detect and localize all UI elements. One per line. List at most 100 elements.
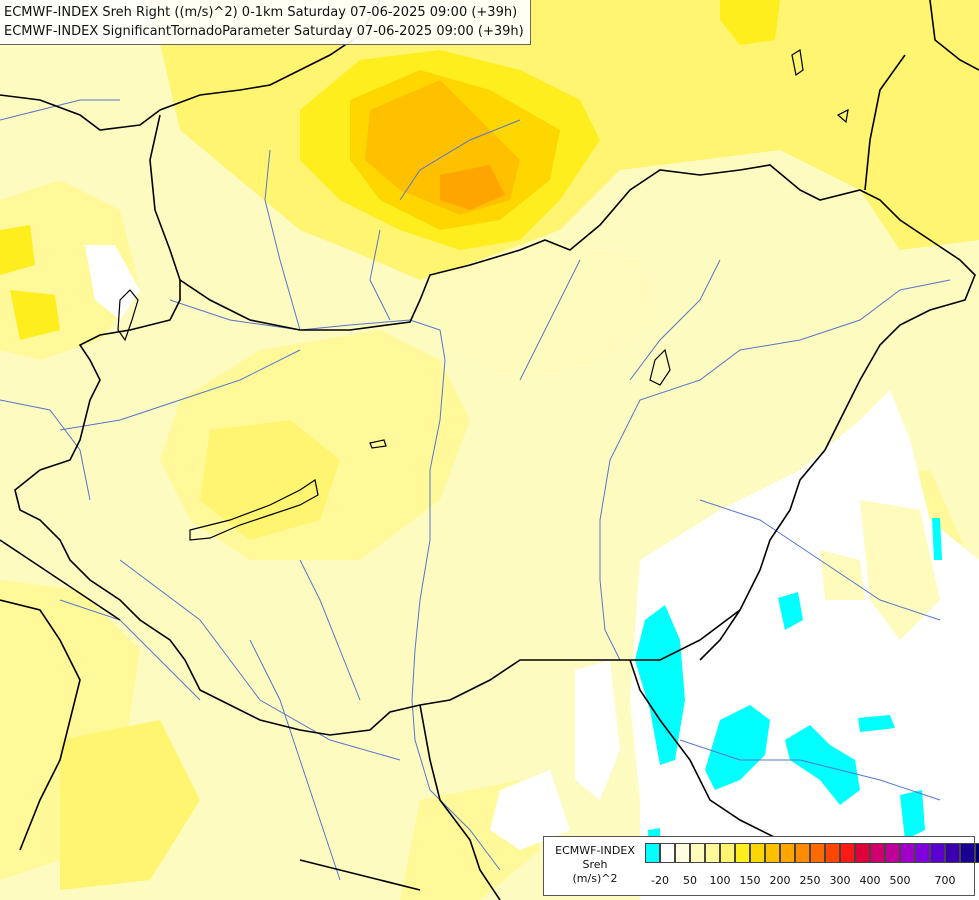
legend-swatch: [930, 843, 945, 863]
legend-swatch: [645, 843, 660, 863]
sreh-white-west: [85, 245, 140, 320]
sreh-white-south: [490, 770, 570, 850]
legend-swatch: [945, 843, 960, 863]
sreh-field-lake-area: [200, 420, 340, 540]
legend-swatch: [750, 843, 765, 863]
sreh-cyan-spot-southeast: [900, 790, 925, 840]
border-northeast: [929, 0, 979, 71]
river-south-2: [249, 639, 341, 881]
legend-swatch: [720, 843, 735, 863]
border-serbia-romania: [629, 659, 781, 841]
river-north-2: [264, 149, 301, 331]
lake-small-1: [369, 439, 387, 449]
legend-tick-label: 100: [709, 874, 731, 887]
river-sw: [59, 599, 201, 701]
sreh-gold-core: [0, 0, 780, 340]
border-slovakia-north: [0, 0, 381, 131]
border-romania-east: [699, 609, 741, 661]
sreh-cyan-strip-east: [932, 518, 942, 560]
sreh-orange-peak: [440, 165, 505, 210]
legend-swatch: [960, 843, 975, 863]
legend-swatches: [645, 843, 979, 863]
border-ukraine: [864, 54, 906, 191]
legend-swatch: [780, 843, 795, 863]
river-west-2: [0, 399, 91, 501]
lake-north-small: [791, 49, 804, 77]
sreh-cyan-fields: [635, 518, 942, 880]
map-title-stp: ECMWF-INDEX SignificantTornadoParameter …: [4, 24, 524, 39]
river-east-2: [519, 259, 581, 381]
river-south-east: [679, 739, 941, 801]
legend-swatch: [735, 843, 750, 863]
river-center-south: [299, 559, 361, 701]
legend-swatch: [855, 843, 870, 863]
sreh-cyan-border-band: [635, 605, 685, 765]
sreh-gold-west-spot: [10, 290, 60, 340]
legend-swatch: [870, 843, 885, 863]
legend-title: ECMWF-INDEX Sreh (m/s)^2: [548, 844, 642, 886]
sreh-gold-west-spot2: [0, 225, 35, 275]
river-southeast: [699, 499, 941, 621]
legend-swatch: [765, 843, 780, 863]
sreh-white-central-south: [575, 660, 620, 800]
legend-swatch: [840, 843, 855, 863]
legend-swatch: [915, 843, 930, 863]
legend-swatch: [825, 843, 840, 863]
legend-swatch: [975, 843, 979, 863]
lake-north-small2: [836, 108, 849, 124]
sreh-field-southwest: [0, 580, 140, 880]
border-croatia-serbia: [419, 704, 501, 900]
river-north-3: [399, 119, 521, 201]
river-drava: [119, 559, 401, 761]
legend-ticks: -20 50 100 150 200 250 300 400 500 700: [645, 874, 975, 888]
legend-tick-label: 50: [683, 874, 697, 887]
legend-tick-label: -20: [651, 874, 669, 887]
border-austria-slovenia: [0, 539, 121, 621]
border-southwest: [0, 599, 81, 851]
legend-swatch: [900, 843, 915, 863]
legend-swatch: [690, 843, 705, 863]
legend-title-model: ECMWF-INDEX: [555, 844, 635, 857]
sreh-cyan-spot-far-east: [858, 715, 895, 732]
legend-swatch: [675, 843, 690, 863]
river-north-1: [369, 229, 391, 321]
map-title-sreh: ECMWF-INDEX Sreh Right ((m/s)^2) 0-1km S…: [4, 5, 518, 20]
sreh-cyan-east-blob: [785, 725, 860, 805]
color-legend: ECMWF-INDEX Sreh (m/s)^2 -20 50 100 150 200 2…: [543, 836, 979, 896]
map-title-box: ECMWF-INDEX Sreh Right ((m/s)^2) 0-1km S…: [0, 0, 531, 45]
river-lines: [0, 99, 951, 881]
legend-title-parameter: Sreh: [582, 858, 608, 871]
legend-swatch: [705, 843, 720, 863]
border-north-middle: [149, 114, 181, 281]
border-hungary-north: [14, 164, 976, 736]
river-tisza: [599, 279, 951, 661]
legend-tick-label: 300: [829, 874, 851, 887]
sreh-light-patch-east: [860, 500, 940, 640]
river-danube: [169, 299, 501, 871]
lake-east-small: [649, 348, 671, 386]
legend-swatch: [795, 843, 810, 863]
river-east-1: [629, 259, 721, 381]
legend-tick-label: 150: [739, 874, 761, 887]
river-west-1: [0, 99, 120, 121]
legend-tick-label: 500: [889, 874, 911, 887]
border-bottom-south: [299, 859, 421, 891]
sreh-field-south: [60, 720, 200, 890]
legend-tick-label: 400: [859, 874, 881, 887]
sreh-cyan-south-blob: [705, 705, 770, 790]
lake-outlines: [117, 49, 849, 541]
legend-swatch: [660, 843, 675, 863]
legend-tick-label: 700: [934, 874, 956, 887]
river-raba: [59, 349, 301, 431]
lake-balaton: [189, 479, 319, 541]
lake-neusiedl: [117, 289, 139, 342]
sreh-field-middle-east: [420, 240, 660, 380]
legend-tick-label: 200: [769, 874, 791, 887]
legend-title-unit: (m/s)^2: [572, 872, 618, 885]
legend-swatch: [885, 843, 900, 863]
sreh-cyan-spot-east: [778, 592, 803, 630]
legend-tick-label: 250: [799, 874, 821, 887]
